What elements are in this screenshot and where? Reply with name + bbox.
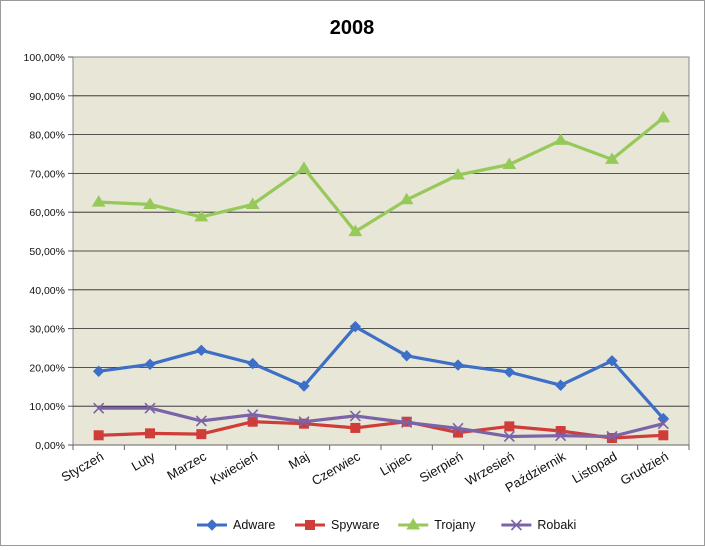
data-point-adware [606, 355, 618, 367]
data-point-trojany [399, 192, 414, 205]
data-point-adware [452, 359, 464, 371]
data-point-adware [246, 357, 259, 370]
data-point-spyware [145, 428, 155, 439]
data-point-spyware [196, 429, 207, 440]
series-line-spyware [98, 420, 664, 440]
chart-title: 2008 [330, 17, 375, 39]
data-point-spyware [658, 430, 669, 441]
data-point-trojany [553, 133, 568, 145]
data-point-trojany [348, 224, 363, 237]
legend-label-adware: Adware [233, 518, 275, 532]
x-tick-label: Kwiecień [208, 449, 261, 488]
y-tick-label: 0,00% [35, 440, 65, 452]
series-line-adware [98, 325, 665, 420]
data-point-robaki [144, 402, 156, 414]
data-point-robaki [401, 416, 413, 429]
data-point-robaki [247, 409, 259, 421]
y-tick-label: 10,00% [29, 401, 65, 413]
data-point-trojany [451, 167, 465, 180]
data-point-trojany [502, 157, 517, 169]
data-point-robaki [452, 422, 464, 434]
x-tick-label: Listopad [569, 449, 619, 487]
series-line-trojany [98, 116, 665, 234]
x-tick-label: Lipiec [377, 448, 414, 478]
x-tick-label: Grudzień [618, 449, 671, 488]
x-tick-label: Sierpień [417, 449, 466, 486]
data-point-spyware [247, 416, 258, 427]
legend-label-trojany: Trojany [434, 518, 476, 532]
data-point-adware [503, 366, 516, 378]
legend-marker-adware [206, 519, 218, 531]
data-point-adware [298, 380, 310, 392]
legend-marker-spyware [305, 520, 315, 530]
data-point-adware [554, 379, 567, 391]
y-tick-label: 40,00% [29, 285, 65, 297]
data-point-trojany [91, 195, 106, 207]
data-point-adware [349, 320, 362, 333]
legend-label-spyware: Spyware [331, 518, 380, 532]
y-tick-label: 30,00% [29, 324, 65, 336]
x-tick-label: Marzec [164, 448, 209, 483]
x-tick-label: Luty [129, 448, 158, 474]
data-point-robaki [657, 418, 669, 430]
data-point-robaki [503, 430, 515, 443]
y-tick-label: 90,00% [29, 91, 65, 103]
data-point-adware [400, 350, 413, 362]
data-point-robaki [349, 410, 361, 422]
y-tick-label: 50,00% [29, 246, 65, 258]
data-point-trojany [297, 161, 311, 173]
data-point-robaki [606, 430, 618, 443]
data-point-adware [92, 365, 105, 377]
data-point-spyware [93, 430, 104, 441]
data-point-robaki [555, 430, 567, 442]
series-line-robaki [98, 406, 664, 439]
data-point-adware [144, 358, 156, 371]
y-tick-label: 80,00% [29, 130, 65, 142]
legend-label-robaki: Robaki [537, 518, 576, 532]
data-point-trojany [656, 110, 671, 123]
data-point-spyware [350, 422, 361, 433]
legend-marker-robaki [510, 519, 522, 531]
data-point-trojany [194, 209, 209, 222]
data-point-spyware [299, 418, 309, 429]
x-tick-label: Maj [286, 449, 312, 473]
data-point-robaki [195, 415, 207, 427]
data-point-spyware [504, 421, 515, 432]
y-tick-label: 100,00% [24, 52, 65, 64]
data-point-trojany [605, 152, 619, 164]
data-point-robaki [298, 416, 310, 428]
data-point-trojany [245, 197, 260, 209]
x-tick-label: Styczeń [59, 449, 107, 485]
y-tick-label: 20,00% [29, 362, 65, 374]
y-tick-label: 60,00% [29, 207, 65, 219]
data-point-adware [195, 344, 208, 357]
data-point-trojany [143, 197, 157, 209]
legend-marker-trojany [406, 518, 421, 530]
y-tick-label: 70,00% [29, 168, 65, 180]
x-tick-label: Czerwiec [309, 448, 363, 488]
data-point-robaki [93, 402, 105, 414]
